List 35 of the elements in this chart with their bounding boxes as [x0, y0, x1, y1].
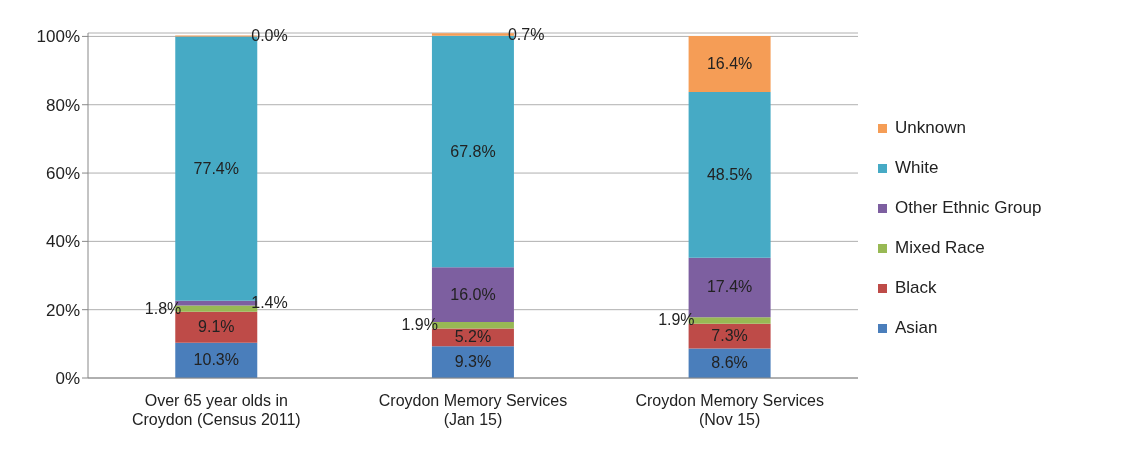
x-tick-label: Croydon Memory Services (Jan 15) — [378, 392, 568, 428]
legend-label: Unknown — [895, 118, 966, 138]
data-label: 7.3% — [711, 327, 748, 345]
data-label: 1.4% — [251, 294, 288, 312]
data-label: 77.4% — [193, 159, 239, 177]
y-tick-label: 100% — [36, 27, 80, 47]
legend-label: White — [895, 158, 939, 178]
y-tick-label: 0% — [55, 369, 80, 389]
data-label: 17.4% — [706, 278, 753, 296]
bar — [688, 36, 771, 93]
x-tick-label: Croydon Memory Services (Nov 15) — [635, 392, 824, 428]
data-label: 16.4% — [706, 55, 753, 73]
y-tick-label: 20% — [45, 300, 80, 320]
y-tick-label: 80% — [45, 95, 80, 115]
data-label: 5.2% — [454, 328, 492, 346]
data-label: 9.1% — [198, 318, 235, 336]
data-label: 48.5% — [706, 165, 753, 183]
bar — [688, 323, 771, 349]
data-label: 0.7% — [507, 25, 545, 43]
data-label: 0.0% — [251, 26, 288, 44]
legend-label: Asian — [895, 318, 938, 338]
legend-label: Black — [895, 278, 937, 298]
bar — [688, 92, 771, 258]
legend-label: Other Ethnic Group — [895, 198, 1042, 218]
data-label: 1.9% — [658, 311, 695, 329]
data-label: 8.6% — [711, 354, 748, 372]
data-label: 16.0% — [450, 285, 496, 303]
y-tick-label: 60% — [45, 164, 80, 184]
legend-label: Mixed Race — [895, 238, 985, 258]
data-label: 67.8% — [450, 142, 496, 160]
data-label: 9.3% — [454, 353, 492, 371]
y-tick-label: 40% — [45, 232, 80, 252]
x-tick-label: Over 65 year olds in Croydon (Census 2011) — [131, 392, 301, 428]
data-label: 10.3% — [193, 351, 239, 369]
data-label: 1.8% — [144, 299, 182, 317]
